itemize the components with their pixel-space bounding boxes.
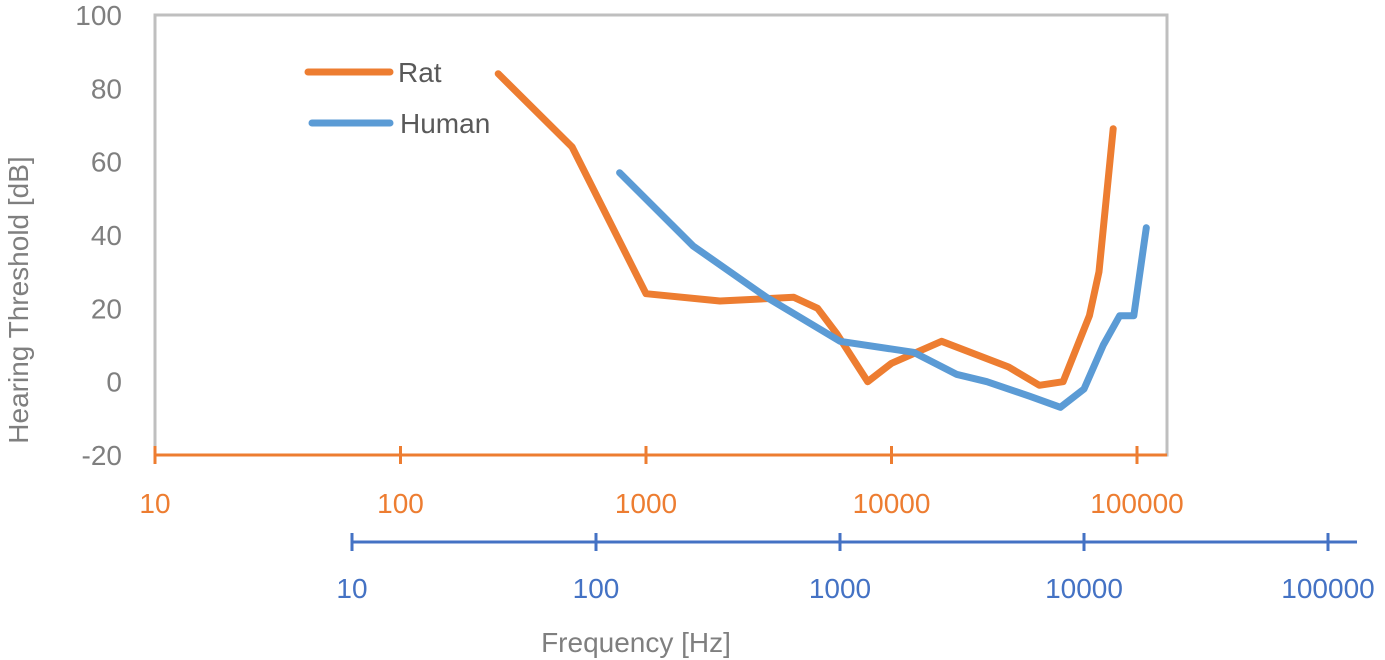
human-axis-tick-label: 100 (573, 573, 620, 604)
plot-area (153, 13, 1169, 457)
series-line-rat (494, 70, 1117, 389)
y-tick-label: 0 (106, 367, 122, 398)
y-tick-label: 60 (91, 147, 122, 178)
y-axis-ticks: -20 0 20 40 60 80 100 (75, 0, 122, 471)
y-tick-label: 40 (91, 220, 122, 251)
human-axis-tick-label: 10 (336, 573, 367, 604)
rat-axis-tick-label: 10000 (853, 488, 931, 519)
y-tick-label: 20 (91, 293, 122, 324)
human-axis-tick-label: 100000 (1281, 573, 1374, 604)
series-layer (494, 70, 1150, 411)
human-frequency-axis: 10 100 1000 10000 100000 (336, 533, 1375, 604)
human-axis-tick-label: 1000 (809, 573, 871, 604)
human-axis-tick-label: 10000 (1045, 573, 1123, 604)
legend: Rat Human (304, 57, 490, 139)
y-tick-label: 80 (91, 73, 122, 104)
x-axis-title: Frequency [Hz] (541, 627, 731, 658)
rat-axis-tick-label: 1000 (615, 488, 677, 519)
rat-axis-tick-label: 100 (377, 488, 424, 519)
y-tick-label: 100 (75, 0, 122, 31)
legend-label-human: Human (400, 108, 490, 139)
rat-axis-tick-label: 10 (139, 488, 170, 519)
legend-label-rat: Rat (398, 57, 442, 88)
y-tick-label: -20 (82, 440, 122, 471)
y-axis-title: Hearing Threshold [dB] (3, 156, 34, 443)
series-line-human (616, 169, 1150, 411)
rat-frequency-axis: 10 100 1000 10000 100000 (139, 446, 1184, 519)
rat-axis-tick-label: 100000 (1090, 488, 1183, 519)
